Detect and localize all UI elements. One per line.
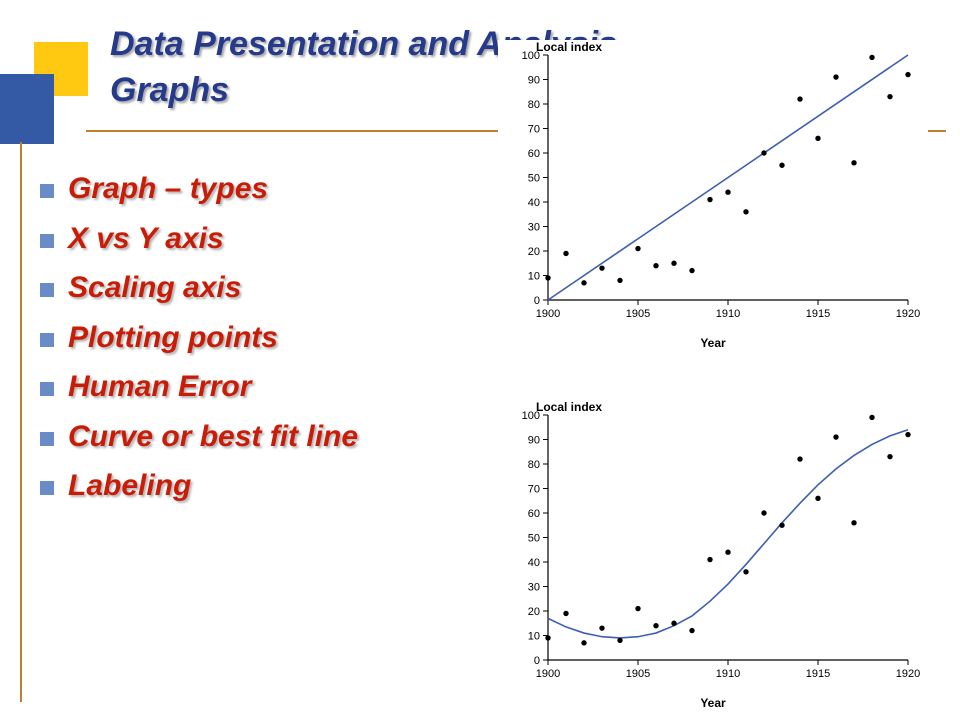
- svg-text:30: 30: [528, 222, 540, 234]
- svg-text:1905: 1905: [626, 668, 650, 680]
- bullet-text: X vs Y axis: [68, 220, 224, 258]
- slide: Data Presentation and Analysis- Graphs G…: [0, 0, 960, 720]
- svg-text:1915: 1915: [806, 668, 830, 680]
- chart-ylabel: Local index: [536, 400, 602, 414]
- svg-text:20: 20: [528, 606, 540, 618]
- chart-xlabel: Year: [498, 336, 928, 350]
- list-item: Human Error: [40, 368, 470, 406]
- svg-text:0: 0: [534, 295, 540, 307]
- list-item: Graph – types: [40, 170, 470, 208]
- svg-text:10: 10: [528, 631, 540, 643]
- chart-xlabel: Year: [498, 696, 928, 710]
- svg-text:1915: 1915: [806, 308, 830, 320]
- svg-text:1910: 1910: [716, 308, 740, 320]
- bullet-square-icon: [40, 234, 54, 248]
- bullet-text: Curve or best fit line: [68, 418, 358, 456]
- bullet-square-icon: [40, 283, 54, 297]
- chart-ylabel: Local index: [536, 40, 602, 54]
- bullet-list: Graph – types X vs Y axis Scaling axis P…: [40, 170, 470, 517]
- svg-text:40: 40: [528, 557, 540, 569]
- svg-text:90: 90: [528, 75, 540, 87]
- chart-svg: 0102030405060708090100190019051910191519…: [498, 400, 928, 690]
- bullet-text: Human Error: [68, 368, 251, 406]
- svg-text:1920: 1920: [896, 308, 920, 320]
- bullet-square-icon: [40, 481, 54, 495]
- bullet-square-icon: [40, 382, 54, 396]
- svg-text:80: 80: [528, 99, 540, 111]
- svg-text:1900: 1900: [536, 668, 560, 680]
- svg-text:1905: 1905: [626, 308, 650, 320]
- bullet-text: Graph – types: [68, 170, 268, 208]
- decor-rule-vertical: [20, 142, 22, 702]
- list-item: Plotting points: [40, 319, 470, 357]
- svg-text:70: 70: [528, 124, 540, 136]
- bullet-square-icon: [40, 333, 54, 347]
- bullet-text: Labeling: [68, 467, 191, 505]
- list-item: X vs Y axis: [40, 220, 470, 258]
- list-item: Labeling: [40, 467, 470, 505]
- bullet-square-icon: [40, 432, 54, 446]
- svg-text:50: 50: [528, 533, 540, 545]
- svg-text:1900: 1900: [536, 308, 560, 320]
- svg-text:20: 20: [528, 246, 540, 258]
- svg-text:1920: 1920: [896, 668, 920, 680]
- bullet-text: Plotting points: [68, 319, 278, 357]
- svg-text:10: 10: [528, 271, 540, 283]
- chart-linear-fit: Local index 0102030405060708090100190019…: [498, 40, 928, 350]
- svg-text:60: 60: [528, 148, 540, 160]
- svg-text:0: 0: [534, 655, 540, 667]
- svg-text:70: 70: [528, 484, 540, 496]
- svg-text:90: 90: [528, 435, 540, 447]
- bullet-text: Scaling axis: [68, 269, 241, 307]
- bullet-square-icon: [40, 184, 54, 198]
- chart-curve-fit: Local index 0102030405060708090100190019…: [498, 400, 928, 710]
- list-item: Curve or best fit line: [40, 418, 470, 456]
- decor-blue-square: [0, 74, 54, 144]
- svg-text:80: 80: [528, 459, 540, 471]
- list-item: Scaling axis: [40, 269, 470, 307]
- svg-text:30: 30: [528, 582, 540, 594]
- svg-text:50: 50: [528, 173, 540, 185]
- svg-text:60: 60: [528, 508, 540, 520]
- chart-svg: 0102030405060708090100190019051910191519…: [498, 40, 928, 330]
- svg-text:1910: 1910: [716, 668, 740, 680]
- svg-text:40: 40: [528, 197, 540, 209]
